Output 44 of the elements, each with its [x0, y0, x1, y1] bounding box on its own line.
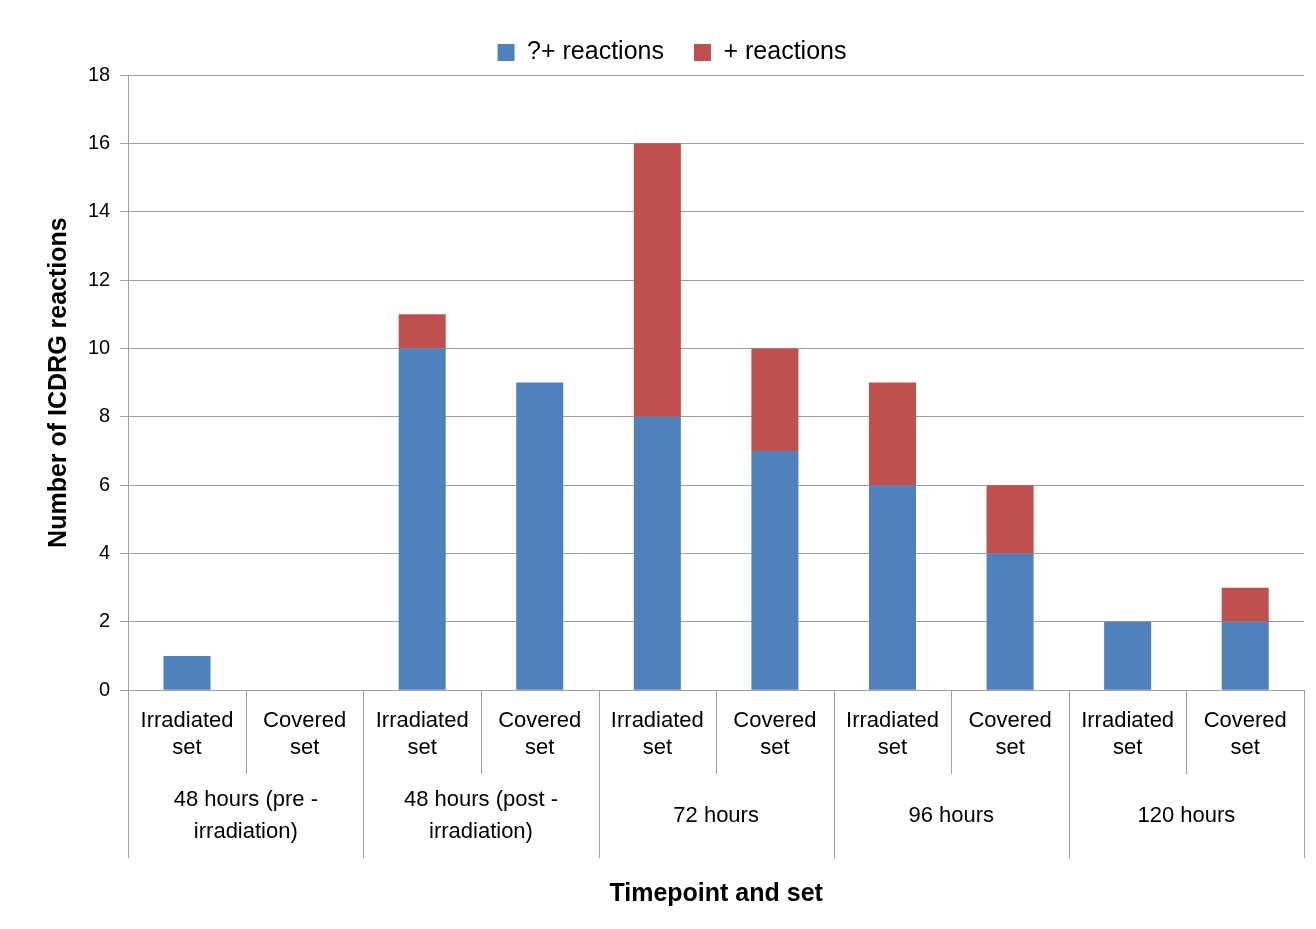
x-tick-label: Covered set: [733, 707, 817, 759]
y-tick-label: 2: [99, 609, 111, 632]
bar: [1104, 621, 1152, 690]
bar: [751, 348, 799, 451]
y-tick-label: 8: [99, 404, 111, 427]
y-tick-label: 10: [88, 335, 111, 358]
x-tick-label: Irradiated set: [375, 707, 469, 759]
legend-label: ?+ reactions: [527, 36, 664, 65]
x-axis-title: Timepoint and set: [609, 877, 824, 906]
x-tick-label: Irradiated set: [140, 707, 234, 759]
x-tick-label: Irradiated set: [846, 707, 939, 759]
y-tick-label: 12: [88, 267, 111, 290]
text: 120 hours: [1137, 802, 1236, 828]
bar: [633, 416, 681, 690]
bar: [398, 314, 446, 349]
y-axis-title: Number of ICDRG reactions: [42, 217, 71, 548]
bar: [1221, 587, 1269, 622]
x-tick-label: Covered set: [1203, 707, 1287, 759]
bar: [516, 382, 564, 690]
y-tick-label: 6: [99, 472, 111, 495]
y-tick-label: 18: [88, 62, 111, 85]
text: 48 hours (post - irradiation): [403, 786, 559, 844]
bar: [1221, 621, 1269, 690]
bar: [751, 450, 799, 690]
x-tick-label: Covered set: [498, 707, 582, 759]
text: 72 hours: [673, 802, 759, 828]
bar: [868, 485, 916, 690]
bar: [163, 656, 211, 690]
y-tick-label: 16: [88, 130, 111, 153]
text: 48 hours (pre - irradiation): [173, 786, 318, 844]
x-tick-label: Covered set: [263, 707, 347, 759]
legend-label: + reactions: [723, 36, 847, 65]
bar: [986, 485, 1034, 554]
x-tick-label: Irradiated set: [610, 707, 704, 759]
x-tick-label: Covered set: [968, 707, 1052, 759]
y-tick-label: 0: [99, 677, 111, 700]
text: 96 hours: [908, 802, 995, 828]
bar: [868, 382, 916, 486]
bar: [633, 143, 681, 417]
bar: [986, 553, 1034, 690]
y-tick-label: 14: [88, 199, 111, 222]
x-tick-label: Irradiated set: [1081, 707, 1175, 759]
y-tick-label: 4: [99, 541, 111, 563]
bar: [398, 348, 446, 690]
